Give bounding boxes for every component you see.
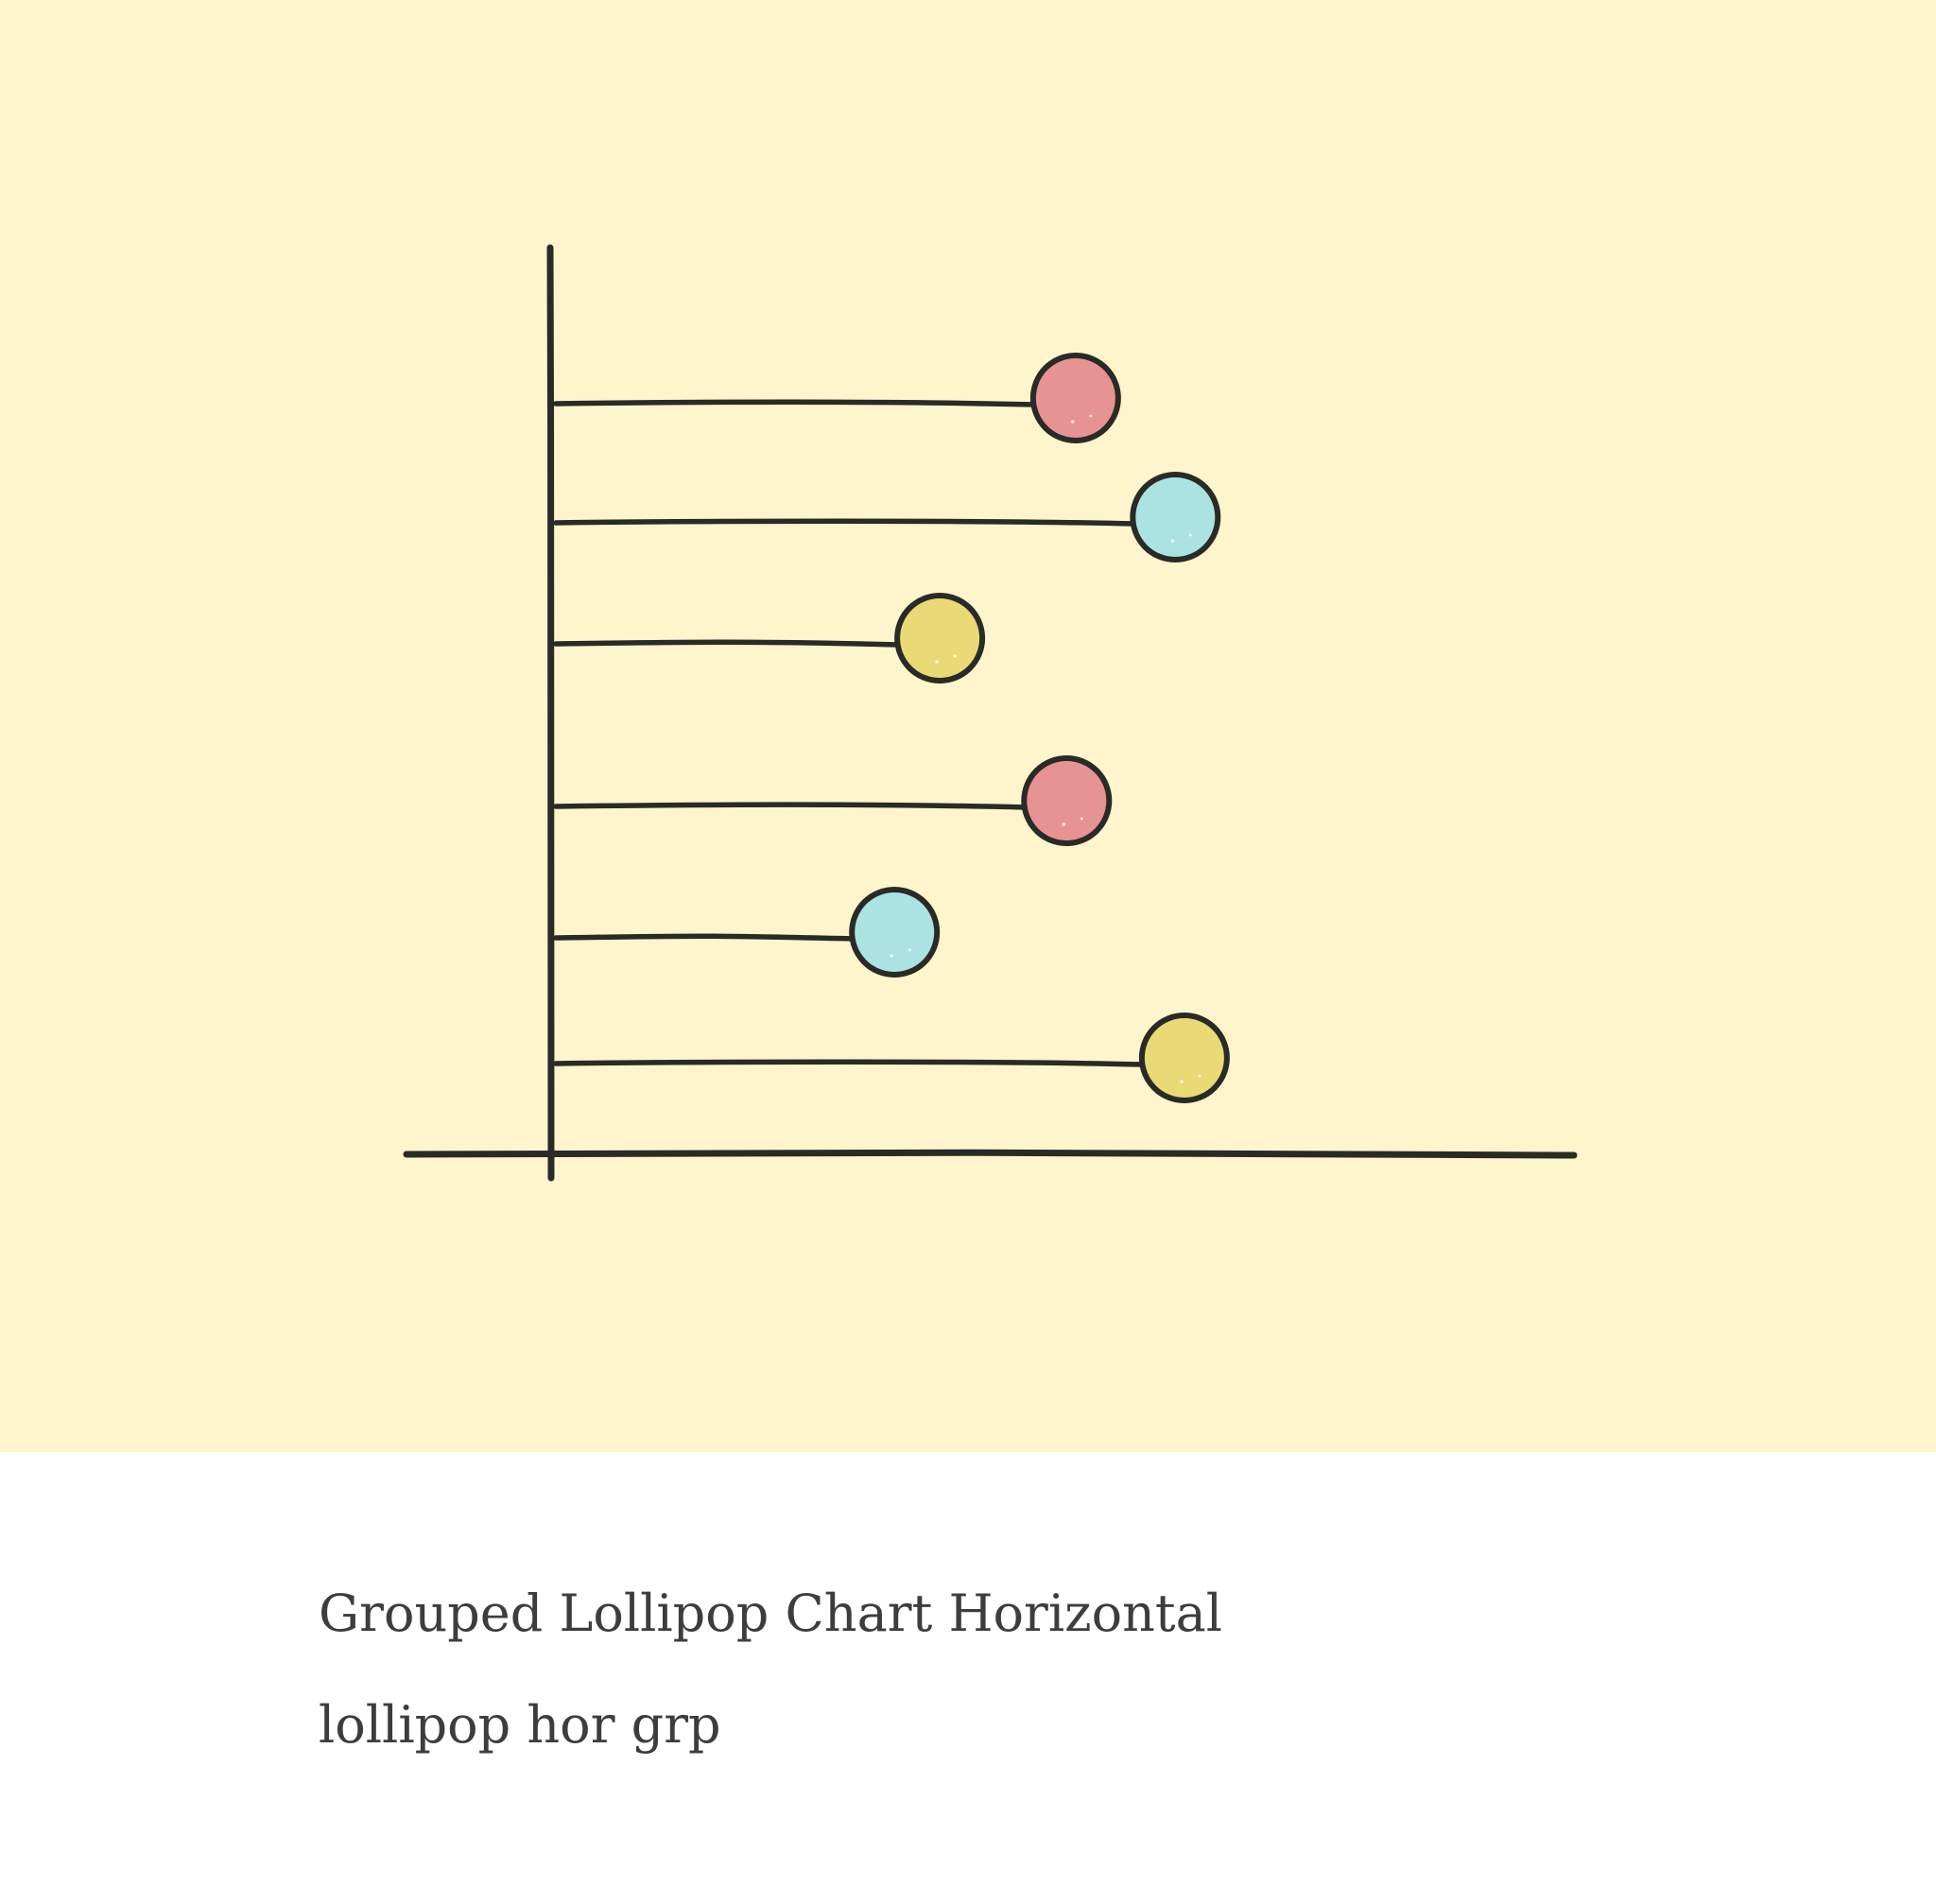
chart-subtitle: lollipop hor grp (319, 1695, 721, 1755)
chart-marks (553, 353, 1230, 1103)
x-axis-line (403, 1149, 1578, 1159)
highlight-speck (1170, 539, 1175, 543)
lollipop-stem (553, 518, 1138, 527)
lollipop-head (1138, 1013, 1230, 1103)
lollipop-2 (553, 472, 1221, 563)
lollipop-stem (553, 933, 856, 942)
highlight-speck (890, 954, 893, 958)
caption: Grouped Lollipop Chart Horizontal lollip… (319, 1588, 1222, 1751)
highlight-speck (1071, 420, 1075, 424)
lollipop-5 (553, 887, 941, 978)
lollipop-head (1130, 472, 1221, 563)
highlight-speck (1080, 817, 1083, 821)
chart-panel (0, 0, 1936, 1452)
lollipop-stem (553, 639, 902, 648)
highlight-speck (1062, 822, 1066, 826)
chart-title: Grouped Lollipop Chart Horizontal (319, 1584, 1223, 1643)
lollipop-6 (553, 1013, 1230, 1103)
highlight-speck (1089, 414, 1093, 418)
axes (403, 244, 1578, 1182)
lollipop-head (1029, 353, 1121, 443)
lollipop-head (1021, 755, 1113, 846)
highlight-speck (1198, 1074, 1201, 1078)
lollipop-head (849, 887, 941, 978)
highlight-speck (908, 948, 911, 952)
highlight-speck (953, 654, 957, 658)
lollipop-head (894, 593, 986, 684)
lollipop-stem (553, 802, 1029, 810)
lollipop-4 (553, 755, 1113, 846)
highlight-speck (1180, 1080, 1184, 1083)
highlight-speck (935, 660, 939, 664)
highlight-speck (1188, 533, 1192, 537)
lollipop-3 (553, 593, 986, 684)
lollipop-stem (553, 1059, 1147, 1067)
lollipop-1 (553, 353, 1121, 443)
lollipop-stem (553, 399, 1038, 407)
y-axis-line (546, 244, 555, 1182)
lollipop-chart (403, 244, 1578, 1182)
